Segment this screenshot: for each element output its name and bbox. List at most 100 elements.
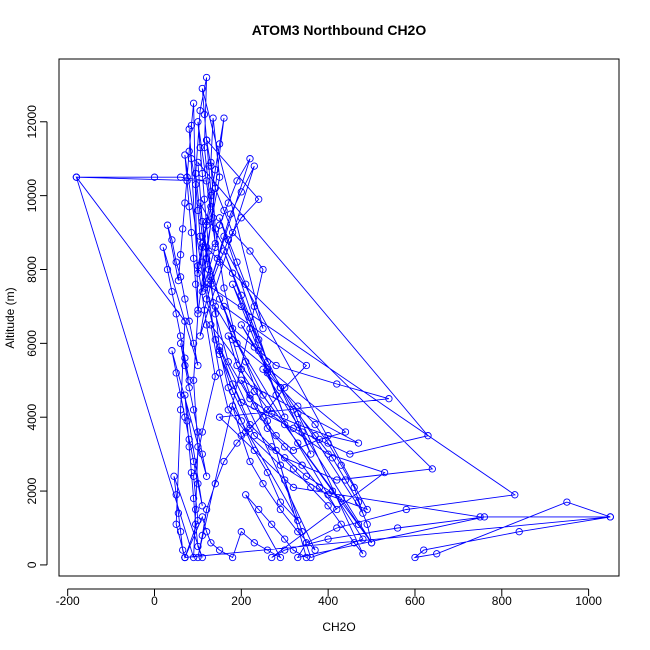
data-point bbox=[233, 361, 241, 370]
data-point bbox=[198, 243, 206, 251]
data-point bbox=[176, 406, 185, 414]
data-point bbox=[289, 483, 298, 492]
data-point bbox=[192, 180, 200, 189]
data-point bbox=[185, 203, 193, 211]
plot-area-border bbox=[58, 58, 620, 577]
data-point bbox=[263, 468, 272, 477]
data-point bbox=[363, 505, 371, 514]
data-point bbox=[176, 332, 185, 340]
data-point bbox=[194, 443, 202, 451]
data-point bbox=[215, 258, 224, 266]
data-point bbox=[302, 361, 311, 370]
data-point bbox=[420, 546, 428, 554]
data-point bbox=[263, 417, 272, 425]
data-point bbox=[515, 528, 523, 536]
data-point bbox=[215, 343, 224, 351]
data-point bbox=[259, 413, 267, 421]
data-point bbox=[196, 232, 204, 240]
data-point bbox=[176, 251, 185, 259]
data-point bbox=[220, 457, 228, 466]
data-point bbox=[189, 553, 198, 562]
data-point bbox=[211, 184, 219, 192]
data-point bbox=[224, 236, 232, 244]
x-tick-label: 0 bbox=[151, 594, 158, 608]
data-point bbox=[294, 516, 302, 525]
data-point bbox=[402, 505, 410, 514]
data-point bbox=[174, 509, 183, 517]
data-point bbox=[189, 472, 198, 480]
data-point bbox=[228, 324, 237, 333]
data-point bbox=[181, 553, 189, 562]
data-point bbox=[211, 239, 219, 248]
data-point bbox=[298, 428, 306, 436]
data-point bbox=[185, 443, 193, 451]
data-point bbox=[202, 73, 211, 82]
data-point bbox=[237, 188, 245, 196]
data-point bbox=[202, 217, 211, 226]
data-point bbox=[363, 520, 371, 528]
data-point bbox=[196, 332, 204, 340]
data-point bbox=[198, 258, 206, 266]
data-point bbox=[215, 350, 224, 359]
data-point bbox=[202, 505, 211, 514]
data-point bbox=[511, 491, 519, 499]
data-point bbox=[196, 143, 204, 152]
data-point bbox=[246, 424, 254, 432]
data-point bbox=[181, 317, 189, 325]
data-point bbox=[302, 472, 311, 480]
data-point bbox=[307, 483, 315, 492]
data-point bbox=[194, 516, 202, 525]
data-point bbox=[242, 358, 250, 366]
data-point bbox=[324, 450, 332, 458]
data-point bbox=[233, 177, 241, 185]
data-point bbox=[333, 380, 341, 388]
data-point bbox=[250, 432, 258, 440]
data-point bbox=[246, 247, 254, 255]
data-point bbox=[220, 206, 228, 215]
data-point bbox=[205, 162, 213, 170]
data-point bbox=[181, 413, 189, 421]
data-point bbox=[237, 398, 245, 407]
data-point bbox=[202, 321, 211, 329]
data-point bbox=[196, 107, 204, 115]
data-point bbox=[337, 520, 345, 528]
data-point bbox=[289, 465, 298, 473]
data-point bbox=[255, 505, 263, 514]
data-point bbox=[298, 461, 306, 469]
data-point bbox=[246, 457, 254, 466]
data-point bbox=[250, 302, 258, 311]
data-point bbox=[198, 513, 206, 521]
y-tick-label: 0 bbox=[25, 561, 39, 568]
data-point bbox=[268, 443, 276, 451]
data-point bbox=[211, 225, 219, 233]
data-point bbox=[250, 343, 258, 351]
data-point bbox=[272, 361, 280, 370]
data-point bbox=[242, 491, 250, 499]
data-point bbox=[181, 295, 189, 303]
data-point bbox=[215, 173, 224, 181]
data-point bbox=[263, 369, 272, 377]
data-point bbox=[354, 439, 363, 447]
data-point bbox=[289, 406, 298, 414]
data-point bbox=[246, 155, 254, 163]
data-point bbox=[272, 391, 280, 399]
data-point bbox=[224, 384, 232, 392]
data-point bbox=[202, 221, 211, 229]
data-point bbox=[250, 402, 258, 410]
data-point bbox=[354, 520, 363, 528]
data-point bbox=[189, 494, 198, 503]
data-point bbox=[211, 310, 219, 318]
data-point bbox=[476, 513, 484, 521]
data-point bbox=[209, 299, 217, 307]
data-point bbox=[294, 439, 302, 447]
data-point bbox=[333, 476, 341, 484]
data-point bbox=[237, 432, 245, 440]
x-axis-label: CH2O bbox=[322, 620, 355, 634]
data-point bbox=[207, 188, 215, 196]
data-point bbox=[298, 528, 306, 536]
data-point bbox=[198, 502, 206, 510]
data-point bbox=[72, 173, 81, 181]
data-point bbox=[202, 136, 211, 144]
data-point bbox=[192, 520, 200, 528]
data-point bbox=[246, 313, 254, 322]
